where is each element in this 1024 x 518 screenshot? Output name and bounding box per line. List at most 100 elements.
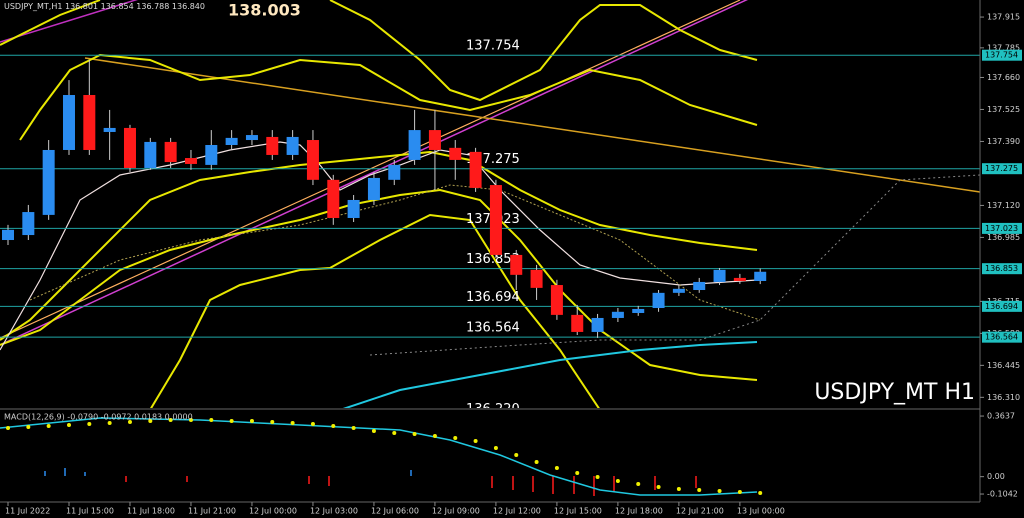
band [19, 53, 758, 141]
level-price-label: 136.694 [985, 302, 1018, 311]
level-label: 137.754 [466, 39, 520, 54]
signal-dot [310, 422, 315, 426]
signal-dot [87, 422, 92, 426]
x-tick-label: 12 Jul 06:00 [371, 507, 419, 516]
signal-dot [66, 423, 71, 427]
signal-dot [107, 421, 112, 425]
x-tick-label: 12 Jul 12:00 [493, 507, 541, 516]
candle-body [571, 314, 584, 332]
price-annotation: 138.003 [228, 1, 301, 20]
cloud-line [29, 184, 761, 321]
candle-body [225, 137, 238, 146]
candle-body [245, 135, 258, 141]
candle-body [184, 158, 197, 164]
level-price-label: 136.564 [985, 333, 1018, 342]
candle-body [530, 269, 543, 288]
y-tick-label: 137.390 [987, 137, 1020, 146]
y-tick-label: 137.915 [987, 13, 1020, 22]
level-label: 136.564 [466, 321, 520, 336]
signal-dot [758, 491, 763, 495]
candle-body [510, 254, 523, 275]
candle-body [266, 136, 279, 155]
signal-dot [26, 425, 31, 429]
signal-dot [575, 471, 580, 475]
x-tick-label: 12 Jul 15:00 [554, 507, 602, 516]
candle-body [733, 277, 746, 282]
x-tick-label: 12 Jul 09:00 [432, 507, 480, 516]
x-tick-label: 13 Jul 00:00 [737, 507, 785, 516]
y-tick-label: 136.445 [987, 361, 1020, 370]
symbol-header: USDJPY_MT,H1 136.801 136.854 136.788 136… [4, 2, 205, 11]
candle-body [62, 95, 75, 150]
signal-dot [148, 419, 153, 423]
level-price-box [982, 263, 1022, 275]
signal-dot [717, 489, 722, 493]
signal-dot [168, 418, 173, 422]
main-panel: 137.754137.275137.023136.853136.694136.5… [0, 0, 980, 417]
signal-dot [473, 439, 478, 443]
candle-body [693, 281, 706, 291]
candle-body [469, 151, 482, 188]
x-tick-label: 12 Jul 00:00 [249, 507, 297, 516]
watermark: USDJPY_MT H1 [814, 380, 975, 405]
signal-dot [127, 420, 132, 424]
macd-label: MACD(12,26,9) -0.0790 -0.0972 0.0183 0.0… [4, 413, 193, 422]
candle-body [611, 311, 624, 318]
candle-body [591, 317, 604, 332]
signal-dot [371, 429, 376, 433]
level-price-box [982, 49, 1022, 61]
candle-body [83, 95, 96, 150]
signal-dot [46, 424, 51, 428]
x-tick-label: 12 Jul 18:00 [615, 507, 663, 516]
x-tick-label: 11 Jul 18:00 [127, 507, 175, 516]
band [0, 150, 758, 341]
signal-dot [676, 487, 681, 491]
moving-average [342, 341, 758, 408]
cloud-line [369, 174, 980, 356]
channel-line [0, 0, 139, 43]
signal-dot [412, 432, 417, 436]
candle-body [449, 147, 462, 160]
level-price-label: 136.853 [985, 264, 1018, 273]
signal-dot [636, 482, 641, 486]
signal-dot [270, 420, 275, 424]
signal-dot [6, 426, 10, 430]
level-label: 136.220 [466, 402, 520, 417]
candle-body [286, 136, 299, 155]
ohlc-value: 136.840 [172, 2, 205, 11]
candle-body [672, 288, 685, 293]
signal-dot [554, 466, 559, 470]
channel-line [0, 0, 748, 346]
macd-tick-label: -0.1042 [987, 490, 1018, 499]
level-price-box [982, 331, 1022, 343]
x-tick-label: 11 Jul 2022 [5, 507, 50, 516]
candle-body [632, 308, 645, 313]
y-tick-label: 137.785 [987, 43, 1020, 52]
y-tick-label: 137.120 [987, 201, 1020, 210]
candle-body [489, 185, 502, 255]
x-tick-label: 12 Jul 21:00 [676, 507, 724, 516]
signal-dot [697, 488, 702, 492]
candle-body [408, 130, 421, 160]
candle-body [327, 179, 340, 218]
ohlc-value: 136.788 [136, 2, 169, 11]
signal-dot [615, 479, 620, 483]
candle-body [164, 141, 177, 163]
x-tick-label: 11 Jul 15:00 [66, 507, 114, 516]
x-tick-label: 12 Jul 03:00 [310, 507, 358, 516]
candle-body [347, 199, 360, 218]
signal-dot [249, 419, 254, 423]
moving-average [0, 141, 758, 351]
signal-dot [392, 431, 397, 435]
signal-dot [493, 446, 498, 450]
signal-dot [290, 421, 295, 425]
candle-body [713, 269, 726, 282]
signal-dot [595, 475, 600, 479]
signal-dot [453, 436, 458, 440]
candle-body [306, 140, 319, 180]
candle-body [205, 145, 218, 165]
candle-body [428, 130, 441, 150]
level-price-label: 137.023 [985, 224, 1018, 233]
signal-dot [432, 434, 437, 438]
